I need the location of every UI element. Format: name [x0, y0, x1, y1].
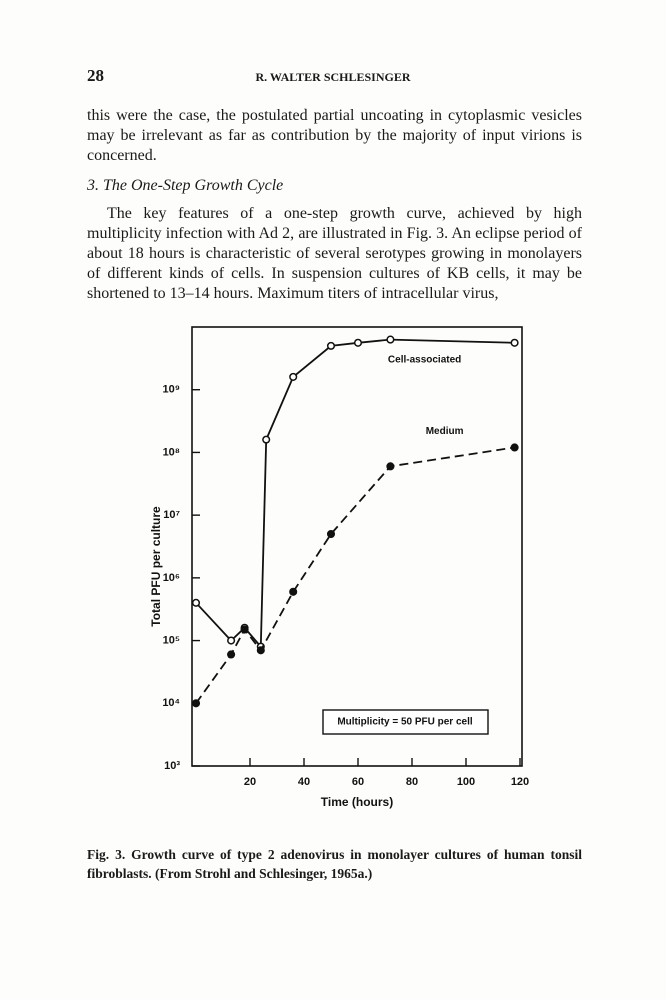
series-line — [195, 338, 515, 649]
series-label: Medium — [426, 426, 464, 437]
caption: Fig. 3. Growth curve of type 2 adenoviru… — [87, 847, 582, 881]
x-tick-label: 40 — [298, 776, 310, 788]
data-point — [227, 650, 236, 659]
page-number: 28 — [87, 66, 104, 85]
data-point — [191, 699, 201, 708]
paragraph: The key features of a one-step growth cu… — [87, 205, 582, 302]
data-point — [262, 435, 271, 444]
y-tick-label: 10⁹ — [163, 384, 180, 396]
y-tick-label: 10⁶ — [163, 572, 180, 584]
y-tick-label: 10⁴ — [162, 697, 180, 709]
plot-frame — [191, 326, 523, 767]
y-axis-title: Total PFU per culture — [149, 506, 163, 627]
y-tick-label: 10⁵ — [163, 634, 180, 646]
data-point — [386, 335, 395, 344]
x-axis-title: Time (hours) — [321, 795, 393, 809]
series-line — [195, 446, 515, 704]
data-point — [510, 443, 519, 452]
data-point — [386, 462, 395, 471]
paragraph: this were the case, the postulated parti… — [87, 107, 582, 164]
x-tick-label: 80 — [406, 776, 418, 788]
data-point — [289, 587, 298, 596]
x-tick-label: 20 — [244, 776, 256, 788]
x-tick-label: 120 — [511, 776, 529, 788]
y-tick-label: 10⁷ — [163, 509, 180, 521]
section-heading: 3. The One-Step Growth Cycle — [87, 177, 284, 194]
data-point — [326, 341, 336, 350]
x-tick-label: 100 — [457, 776, 475, 788]
data-point — [510, 338, 519, 347]
data-point — [289, 372, 298, 381]
y-tick-label: 10⁸ — [163, 446, 180, 458]
series-label: Cell-associated — [388, 354, 461, 365]
annotation-box — [322, 709, 489, 735]
annotation: Multiplicity = 50 PFU per cell — [337, 717, 473, 728]
running-head: R. WALTER SCHLESINGER — [255, 70, 411, 84]
data-point — [256, 646, 265, 655]
data-point — [326, 529, 336, 539]
x-tick-label: 60 — [352, 776, 364, 788]
data-point — [240, 625, 249, 634]
data-point — [227, 636, 236, 645]
data-point — [191, 598, 201, 607]
y-tick-label: 10³ — [164, 760, 180, 772]
data-point — [353, 338, 363, 347]
